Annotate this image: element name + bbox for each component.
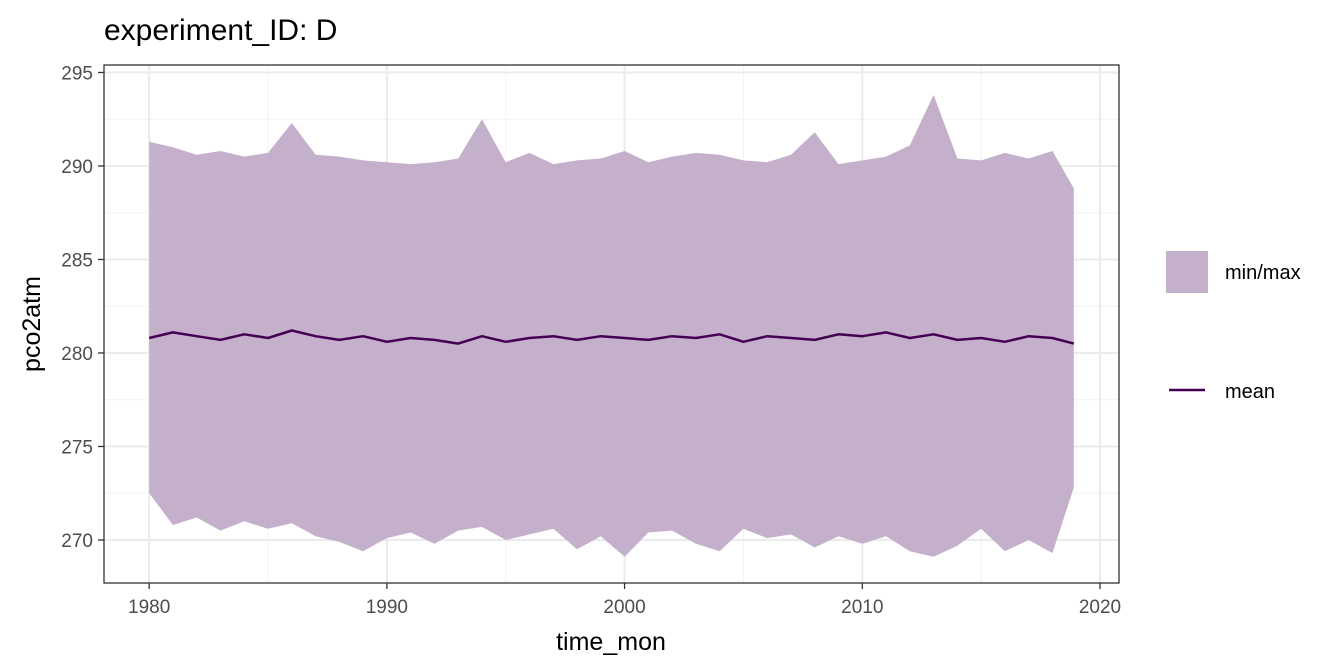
x-tick-label: 2020 [1079, 597, 1121, 618]
x-tick-label: 2000 [603, 597, 645, 618]
x-tick-label: 1980 [128, 597, 170, 618]
x-axis: 1980 1990 2000 2010 2020 [128, 583, 1121, 618]
series-mean-line [148, 329, 1075, 345]
y-axis-title: pco2atm [18, 276, 46, 372]
y-tick-label: 275 [61, 437, 93, 458]
chart-title: experiment_ID: D [104, 14, 337, 47]
y-tick-label: 290 [61, 157, 93, 178]
legend: min/max mean [1166, 251, 1301, 403]
y-tick-label: 280 [61, 344, 93, 365]
legend-label-mean: mean [1225, 381, 1275, 403]
legend-key-minmax [1166, 251, 1208, 293]
series-layer [148, 94, 1075, 557]
y-axis: 270 275 280 285 290 295 [61, 63, 104, 552]
y-tick-label: 285 [61, 250, 93, 271]
x-tick-label: 2010 [841, 597, 883, 618]
x-tick-label: 1990 [366, 597, 408, 618]
x-axis-title: time_mon [556, 628, 666, 656]
plot-border [103, 64, 1120, 584]
y-tick-label: 295 [61, 63, 93, 84]
series-minmax-ribbon [149, 94, 1074, 557]
legend-label-minmax: min/max [1225, 262, 1301, 284]
y-tick-label: 270 [61, 531, 93, 552]
